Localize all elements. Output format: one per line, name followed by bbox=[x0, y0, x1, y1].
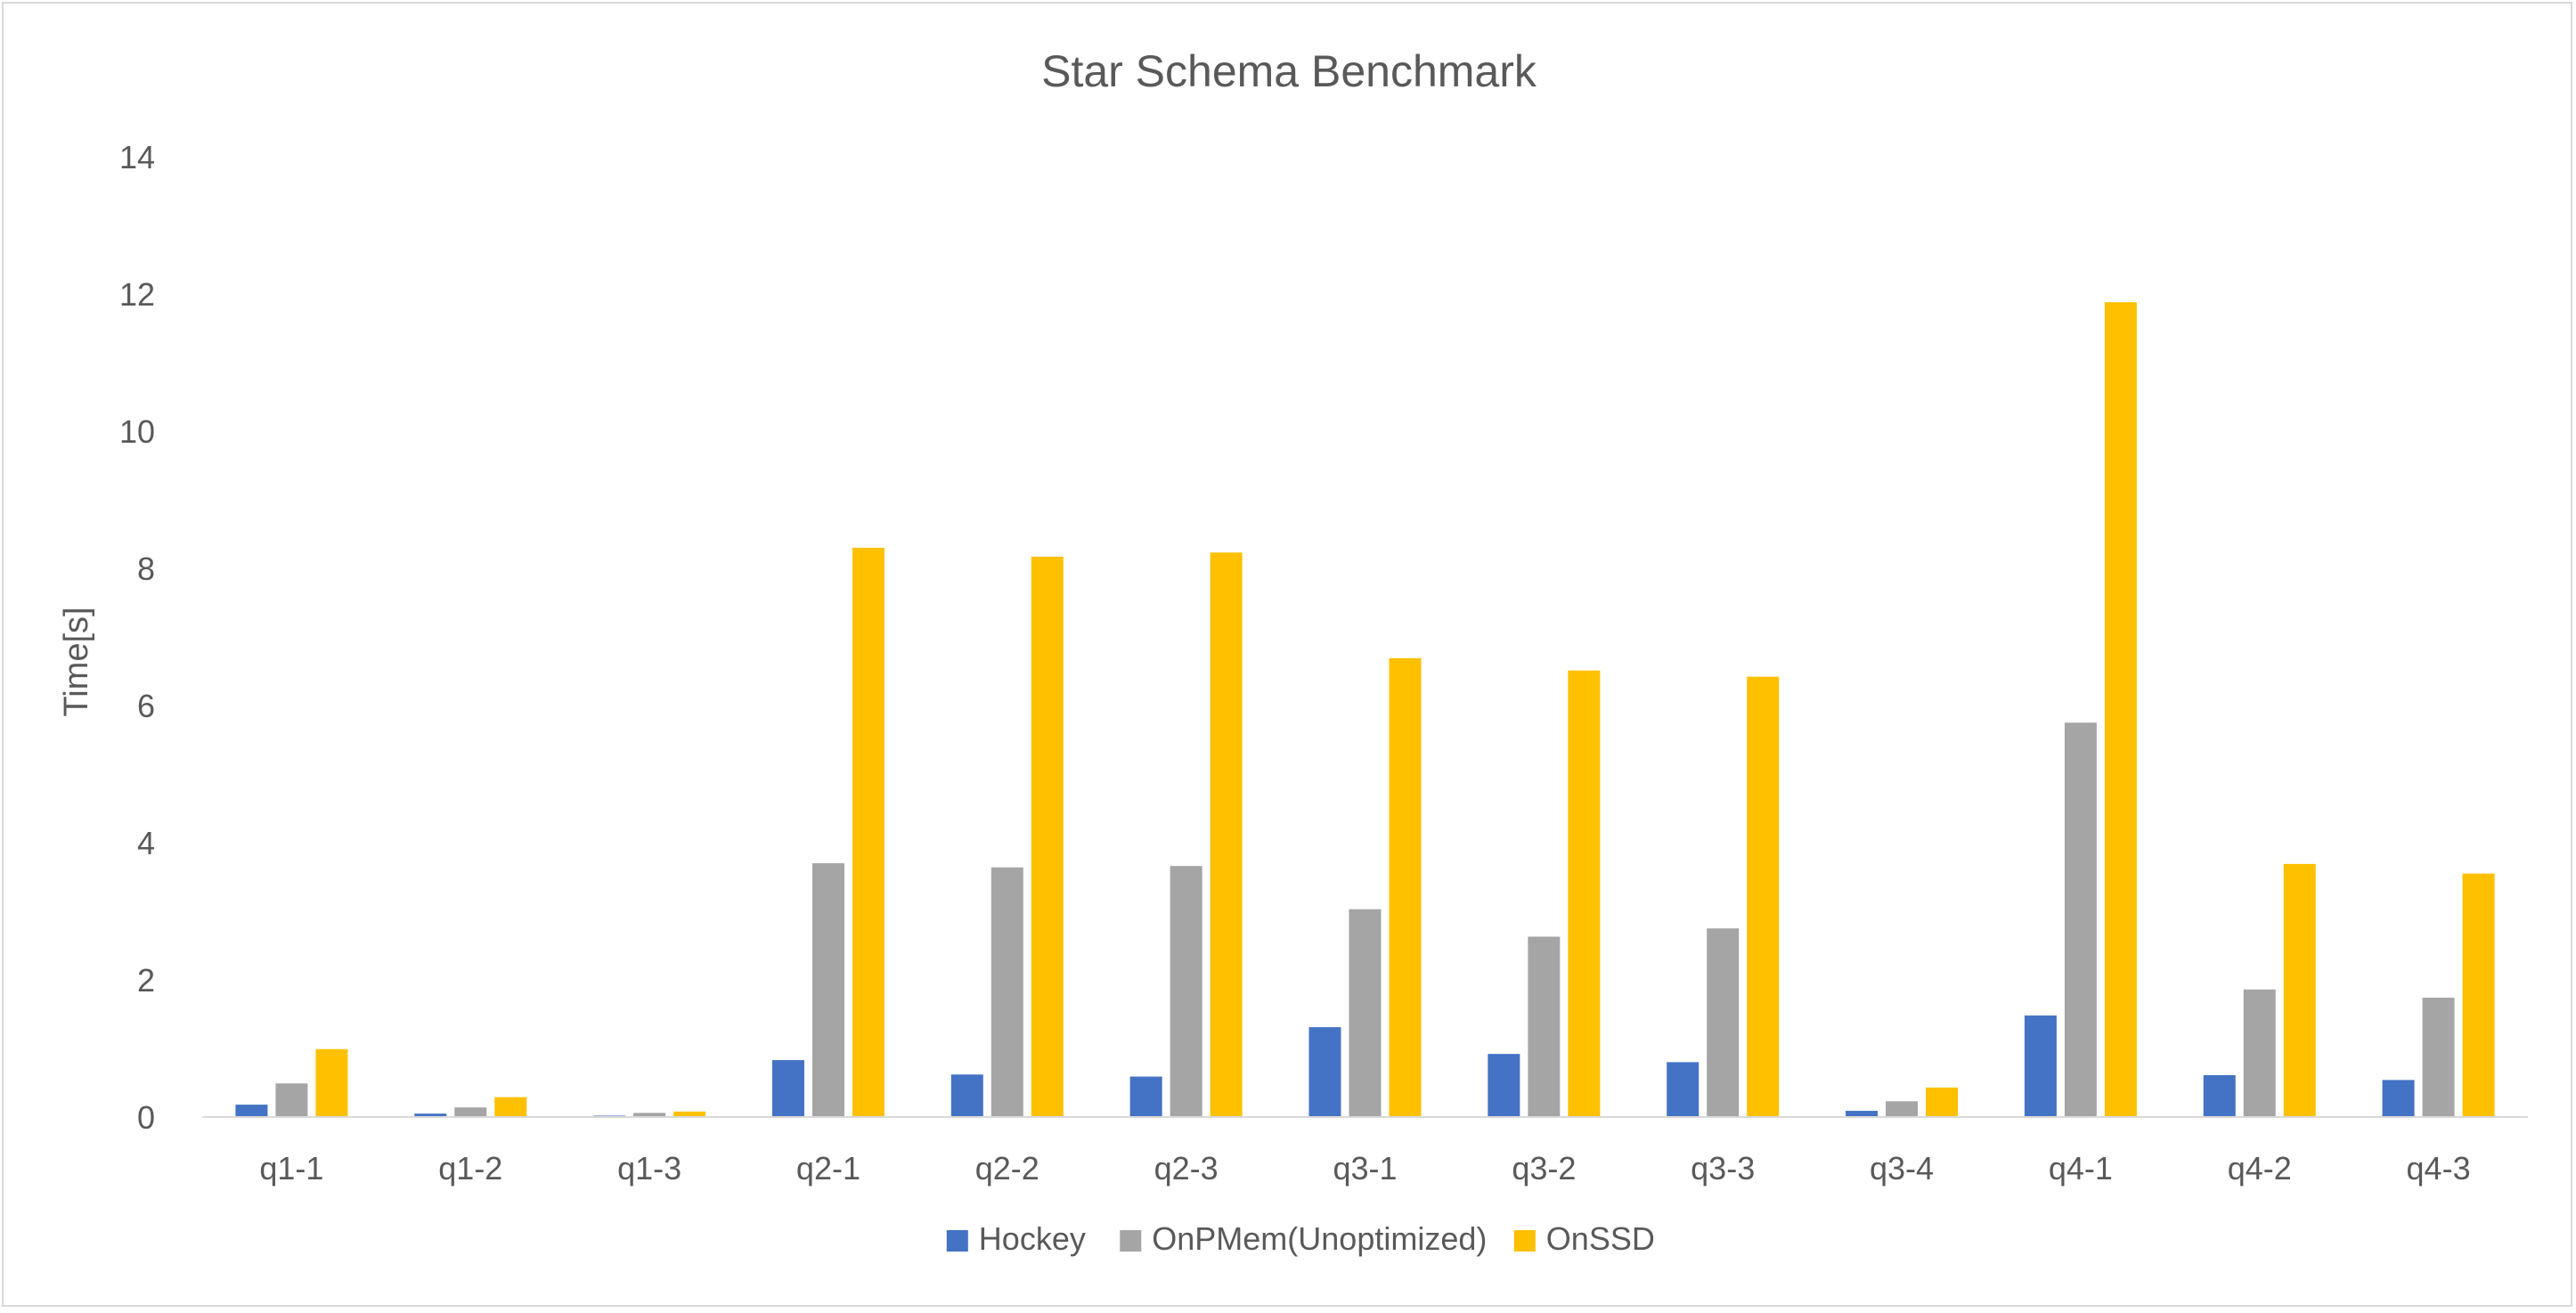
x-tick-label: q3-2 bbox=[1512, 1150, 1576, 1187]
bar-hockey-q4-2 bbox=[2203, 1075, 2236, 1117]
x-tick-label: q2-1 bbox=[796, 1150, 860, 1187]
chart-svg: Star Schema Benchmark Time[s] 0 2 4 6 8 10 12 1… bbox=[58, 46, 2528, 1257]
bar-onssd-q3-3 bbox=[1747, 676, 1780, 1117]
legend-swatch-2 bbox=[1513, 1230, 1536, 1252]
bar-onssd-q3-4 bbox=[1926, 1087, 1959, 1117]
bar-onssd-q1-2 bbox=[494, 1097, 527, 1117]
bar-hockey-q3-3 bbox=[1667, 1062, 1700, 1117]
y-tick-label: 10 bbox=[119, 413, 155, 450]
y-axis-ticks: 0 2 4 6 8 10 12 14 bbox=[119, 139, 155, 1136]
bar-onssd-q2-3 bbox=[1210, 552, 1243, 1117]
y-tick-label: 0 bbox=[137, 1099, 155, 1136]
bar-onpmem-unoptimized-q1-2 bbox=[454, 1107, 487, 1117]
legend-label: OnPMem(Unoptimized) bbox=[1152, 1220, 1487, 1257]
x-tick-label: q3-4 bbox=[1870, 1150, 1934, 1187]
bar-hockey-q2-1 bbox=[771, 1060, 804, 1117]
legend-label: Hockey bbox=[979, 1220, 1086, 1257]
y-tick-label: 8 bbox=[137, 550, 155, 587]
bar-onpmem-unoptimized-q3-2 bbox=[1528, 936, 1561, 1117]
bar-onssd-q1-3 bbox=[673, 1111, 706, 1117]
x-tick-label: q1-1 bbox=[259, 1150, 323, 1187]
bar-hockey-q1-2 bbox=[414, 1113, 447, 1117]
x-tick-label: q1-2 bbox=[438, 1150, 502, 1187]
chart-title: Star Schema Benchmark bbox=[1041, 46, 1537, 96]
x-tick-label: q3-1 bbox=[1333, 1150, 1397, 1187]
bar-onssd-q2-2 bbox=[1031, 556, 1064, 1117]
bars-group bbox=[235, 302, 2495, 1117]
bar-onssd-q4-2 bbox=[2283, 863, 2316, 1117]
bar-onpmem-unoptimized-q4-2 bbox=[2243, 989, 2276, 1117]
legend: Hockey OnPMem(Unoptimized) OnSSD bbox=[946, 1220, 1655, 1257]
x-tick-label: q4-1 bbox=[2049, 1150, 2113, 1187]
y-tick-label: 2 bbox=[137, 962, 155, 999]
bar-onpmem-unoptimized-q3-4 bbox=[1886, 1101, 1919, 1117]
x-tick-label: q2-3 bbox=[1154, 1150, 1219, 1187]
bar-hockey-q3-4 bbox=[1846, 1111, 1879, 1117]
bar-hockey-q2-3 bbox=[1129, 1076, 1162, 1117]
bar-hockey-q4-1 bbox=[2024, 1015, 2057, 1117]
y-tick-label: 6 bbox=[137, 688, 155, 724]
bar-onpmem-unoptimized-q1-3 bbox=[633, 1113, 666, 1117]
y-axis-label: Time[s] bbox=[58, 607, 95, 716]
bar-hockey-q2-2 bbox=[950, 1074, 983, 1117]
bar-onpmem-unoptimized-q3-1 bbox=[1349, 909, 1382, 1117]
x-axis-ticks: q1-1 q1-2 q1-3 q2-1 q2-2 q2-3 q3-1 q3-2 q3-3 q3-4… bbox=[259, 1150, 2470, 1187]
bar-onssd-q2-1 bbox=[852, 547, 884, 1117]
bar-onpmem-unoptimized-q2-3 bbox=[1170, 866, 1202, 1117]
bar-onssd-q4-1 bbox=[2104, 302, 2137, 1117]
legend-label: OnSSD bbox=[1546, 1220, 1655, 1257]
x-tick-label: q1-3 bbox=[617, 1150, 681, 1187]
bar-hockey-q4-3 bbox=[2382, 1080, 2415, 1117]
bar-onssd-q3-1 bbox=[1389, 657, 1422, 1117]
y-tick-label: 14 bbox=[119, 139, 155, 175]
bar-onpmem-unoptimized-q4-1 bbox=[2064, 722, 2097, 1117]
bar-onssd-q1-1 bbox=[315, 1048, 348, 1117]
legend-swatch-0 bbox=[946, 1230, 968, 1252]
bar-onpmem-unoptimized-q4-3 bbox=[2422, 998, 2455, 1117]
y-tick-label: 4 bbox=[137, 825, 155, 861]
x-tick-label: q4-3 bbox=[2407, 1150, 2471, 1187]
bar-hockey-q3-1 bbox=[1308, 1027, 1341, 1117]
bar-onpmem-unoptimized-q1-1 bbox=[275, 1083, 308, 1117]
bar-onpmem-unoptimized-q2-2 bbox=[990, 867, 1023, 1117]
legend-swatch-1 bbox=[1120, 1230, 1142, 1252]
bar-onssd-q3-2 bbox=[1568, 670, 1601, 1117]
x-tick-label: q2-2 bbox=[975, 1150, 1039, 1187]
bar-onssd-q4-3 bbox=[2462, 873, 2495, 1117]
bar-hockey-q3-2 bbox=[1488, 1054, 1520, 1117]
bar-onpmem-unoptimized-q3-3 bbox=[1707, 928, 1740, 1117]
y-tick-label: 12 bbox=[119, 276, 155, 313]
bar-hockey-q1-1 bbox=[235, 1105, 268, 1117]
x-tick-label: q4-2 bbox=[2228, 1150, 2292, 1187]
bar-onpmem-unoptimized-q2-1 bbox=[811, 863, 844, 1117]
x-tick-label: q3-3 bbox=[1691, 1150, 1755, 1187]
